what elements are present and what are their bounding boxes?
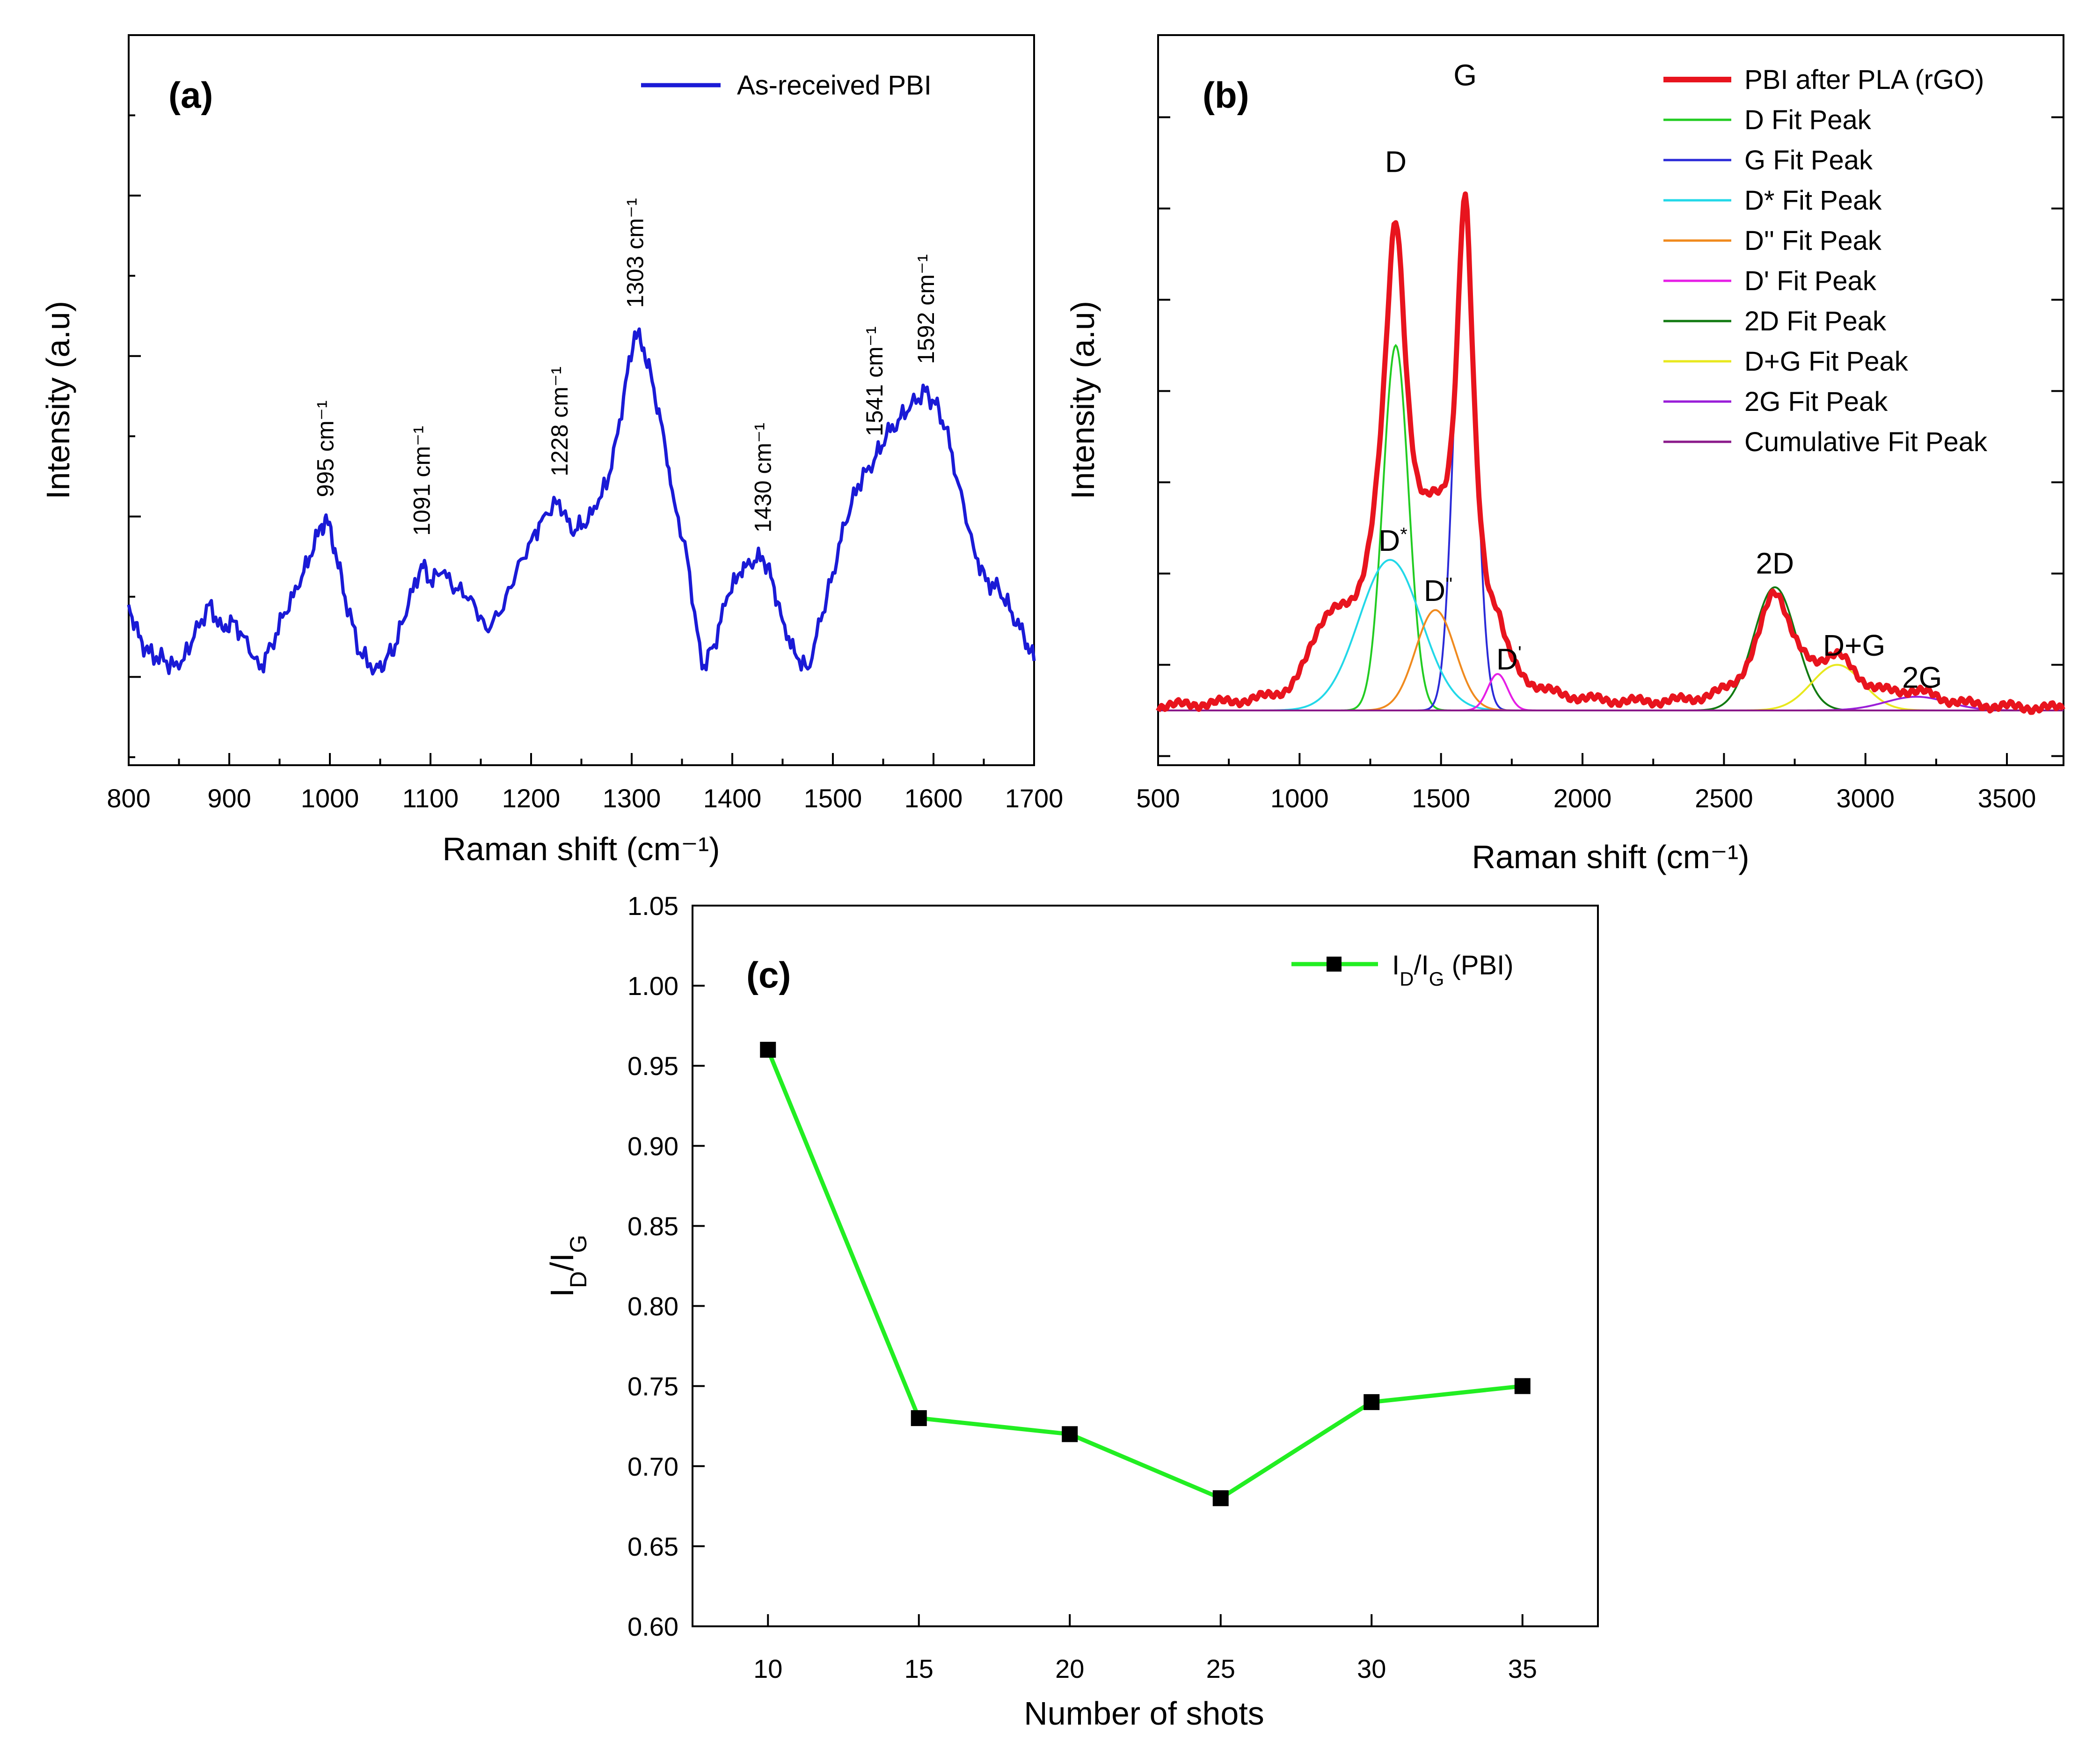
- panel-c-data-point: [911, 1410, 927, 1426]
- panel-a-x-tick-label: 1600: [904, 783, 963, 813]
- panel-a-x-tick-label: 1000: [301, 783, 359, 813]
- panel-b-legend-label: D+G Fit Peak: [1744, 346, 1909, 377]
- panel-a-peak-label: 1228 cm⁻¹: [547, 366, 573, 476]
- panel-b-legend-label: D Fit Peak: [1744, 105, 1872, 135]
- panel-b-peak-label: D: [1385, 145, 1407, 179]
- panel-a-x-tick-label: 1200: [502, 783, 561, 813]
- panel-c-y-tick-label: 0.85: [627, 1211, 678, 1241]
- panel-c-x-tick-label: 25: [1206, 1654, 1235, 1683]
- panel-b-peak-label: G: [1453, 58, 1477, 92]
- panel-c-y-tick-label: 1.05: [627, 891, 678, 921]
- panel-c-y-tick-label: 0.90: [627, 1131, 678, 1161]
- panel-a-spectrum: 800 900 1000 1100 1200 1300 1400 1500 1600 1700 9…: [40, 34, 1064, 867]
- panel-b-legend-label: D' Fit Peak: [1744, 266, 1877, 296]
- panel-a-x-tick-label: 1500: [804, 783, 862, 813]
- panel-a-legend-label: As-received PBI: [737, 70, 932, 101]
- panel-a-peak-label: 1592 cm⁻¹: [913, 254, 939, 364]
- panel-b-peak-label: 2D: [1756, 547, 1794, 580]
- panel-c-frame: [692, 905, 1599, 1627]
- panel-b-x-axis-title: Raman shift (cm⁻¹): [1472, 839, 1749, 875]
- panel-c-x-tick-label: 10: [753, 1654, 782, 1683]
- panel-a-x-tick-label: 800: [107, 783, 150, 813]
- panel-c-data-point: [1212, 1490, 1229, 1507]
- panel-c-x-tick-label: 15: [904, 1654, 933, 1683]
- panel-c-y-tick-label: 0.75: [627, 1372, 678, 1401]
- panel-b-legend-label: 2D Fit Peak: [1744, 306, 1887, 336]
- panel-c-x-tick-label: 35: [1508, 1654, 1537, 1683]
- panel-b-x-tick-label: 1000: [1270, 783, 1329, 813]
- panel-b-x-tick-label: 3500: [1978, 783, 2036, 813]
- panel-b-label: (b): [1203, 74, 1249, 116]
- panel-b-legend-label: PBI after PLA (rGO): [1744, 65, 1984, 95]
- panel-a-label: (a): [168, 74, 213, 116]
- panel-b-peak-label: 2G: [1902, 660, 1942, 694]
- panel-b-x-tick-label: 500: [1136, 783, 1180, 813]
- panel-b-plot-area: [1156, 191, 2065, 715]
- panel-b-legend-label: 2G Fit Peak: [1744, 387, 1888, 417]
- panel-a-peak-annotations: 995 cm⁻¹ 1091 cm⁻¹ 1228 cm⁻¹ 1303 cm⁻¹ 1430 …: [312, 198, 939, 536]
- panel-b-x-tick-label: 2000: [1553, 783, 1612, 813]
- panel-a-x-axis-title: Raman shift (cm⁻¹): [442, 831, 720, 867]
- panel-a-peak-label: 995 cm⁻¹: [312, 400, 338, 497]
- panel-b-legend-label: Cumulative Fit Peak: [1744, 427, 1988, 457]
- panel-b-peak-label: D+G: [1823, 629, 1885, 662]
- panel-c-series-line: [766, 1049, 1523, 1501]
- panel-b-spectrum-fit: 500 1000 1500 2000 2500 3000 3500 DGD*D''D'2DD…: [1065, 34, 2065, 875]
- panel-b-frame: [1157, 34, 2064, 766]
- panel-a-peak-label: 1091 cm⁻¹: [409, 426, 435, 536]
- panel-a-series-line: [127, 327, 1036, 676]
- panel-c-y-tick-label: 0.60: [627, 1612, 678, 1641]
- panel-b-legend-label: D* Fit Peak: [1744, 185, 1882, 216]
- panel-c-data-point: [760, 1042, 776, 1058]
- panel-c-ticks: 10 15 20 25 30 35 0.60 0.65 0.70 0.75 0.80 0.85 0.90…: [627, 891, 1537, 1683]
- panel-a-peak-label: 1430 cm⁻¹: [750, 423, 776, 533]
- panel-c-x-tick-label: 20: [1055, 1654, 1084, 1683]
- panel-b-y-axis-title: Intensity (a.u): [1065, 301, 1101, 499]
- panel-a-x-tick-label: 1700: [1005, 783, 1064, 813]
- panel-a-x-tick-label: 1100: [402, 783, 459, 813]
- panel-c-y-tick-label: 0.70: [627, 1452, 678, 1481]
- panel-b-peak-annotations: DGD*D''D'2DD+G2G: [1378, 58, 1942, 694]
- panel-a-ticks: 800 900 1000 1100 1200 1300 1400 1500 1600 1700: [107, 34, 1064, 813]
- panel-b-x-tick-label: 3000: [1836, 783, 1895, 813]
- panel-b-x-tick-label: 2500: [1695, 783, 1753, 813]
- panel-b-x-tick-label: 1500: [1412, 783, 1470, 813]
- panel-c-y-tick-label: 0.65: [627, 1532, 678, 1561]
- panel-a-x-tick-label: 1300: [603, 783, 661, 813]
- panel-a-y-axis-title: Intensity (a.u): [40, 301, 76, 499]
- panel-b-legend-label: G Fit Peak: [1744, 145, 1873, 176]
- panel-a-x-tick-label: 900: [207, 783, 251, 813]
- panel-c-legend-marker: [1327, 957, 1342, 972]
- panel-b-peak-label: D': [1496, 642, 1522, 676]
- panel-b-ticks: 500 1000 1500 2000 2500 3000 3500: [1136, 116, 2064, 813]
- panel-c-x-tick-label: 30: [1357, 1654, 1386, 1683]
- panel-b-legend-label: D'' Fit Peak: [1744, 226, 1882, 256]
- panel-a-x-tick-label: 1400: [703, 783, 762, 813]
- panel-b-legend: PBI after PLA (rGO) D Fit Peak G Fit Peak D…: [1663, 65, 1988, 457]
- panel-a-peak-label: 1541 cm⁻¹: [861, 326, 888, 436]
- panel-c-label: (c): [746, 954, 791, 995]
- panel-c-y-tick-label: 0.95: [627, 1051, 678, 1081]
- panel-c-x-axis-title: Number of shots: [1024, 1695, 1264, 1732]
- panel-c-y-tick-label: 1.00: [627, 971, 678, 1001]
- panel-a-plot-area: [127, 327, 1036, 676]
- panel-c-y-tick-label: 0.80: [627, 1292, 678, 1321]
- panel-b-measured-spectrum: [1156, 191, 2065, 715]
- panel-c-plot-area: [760, 1042, 1531, 1507]
- panel-a-peak-label: 1303 cm⁻¹: [622, 198, 648, 308]
- panel-c-data-point: [1062, 1426, 1078, 1442]
- panel-c-data-point: [1364, 1394, 1380, 1410]
- panel-c-data-point: [1514, 1378, 1531, 1394]
